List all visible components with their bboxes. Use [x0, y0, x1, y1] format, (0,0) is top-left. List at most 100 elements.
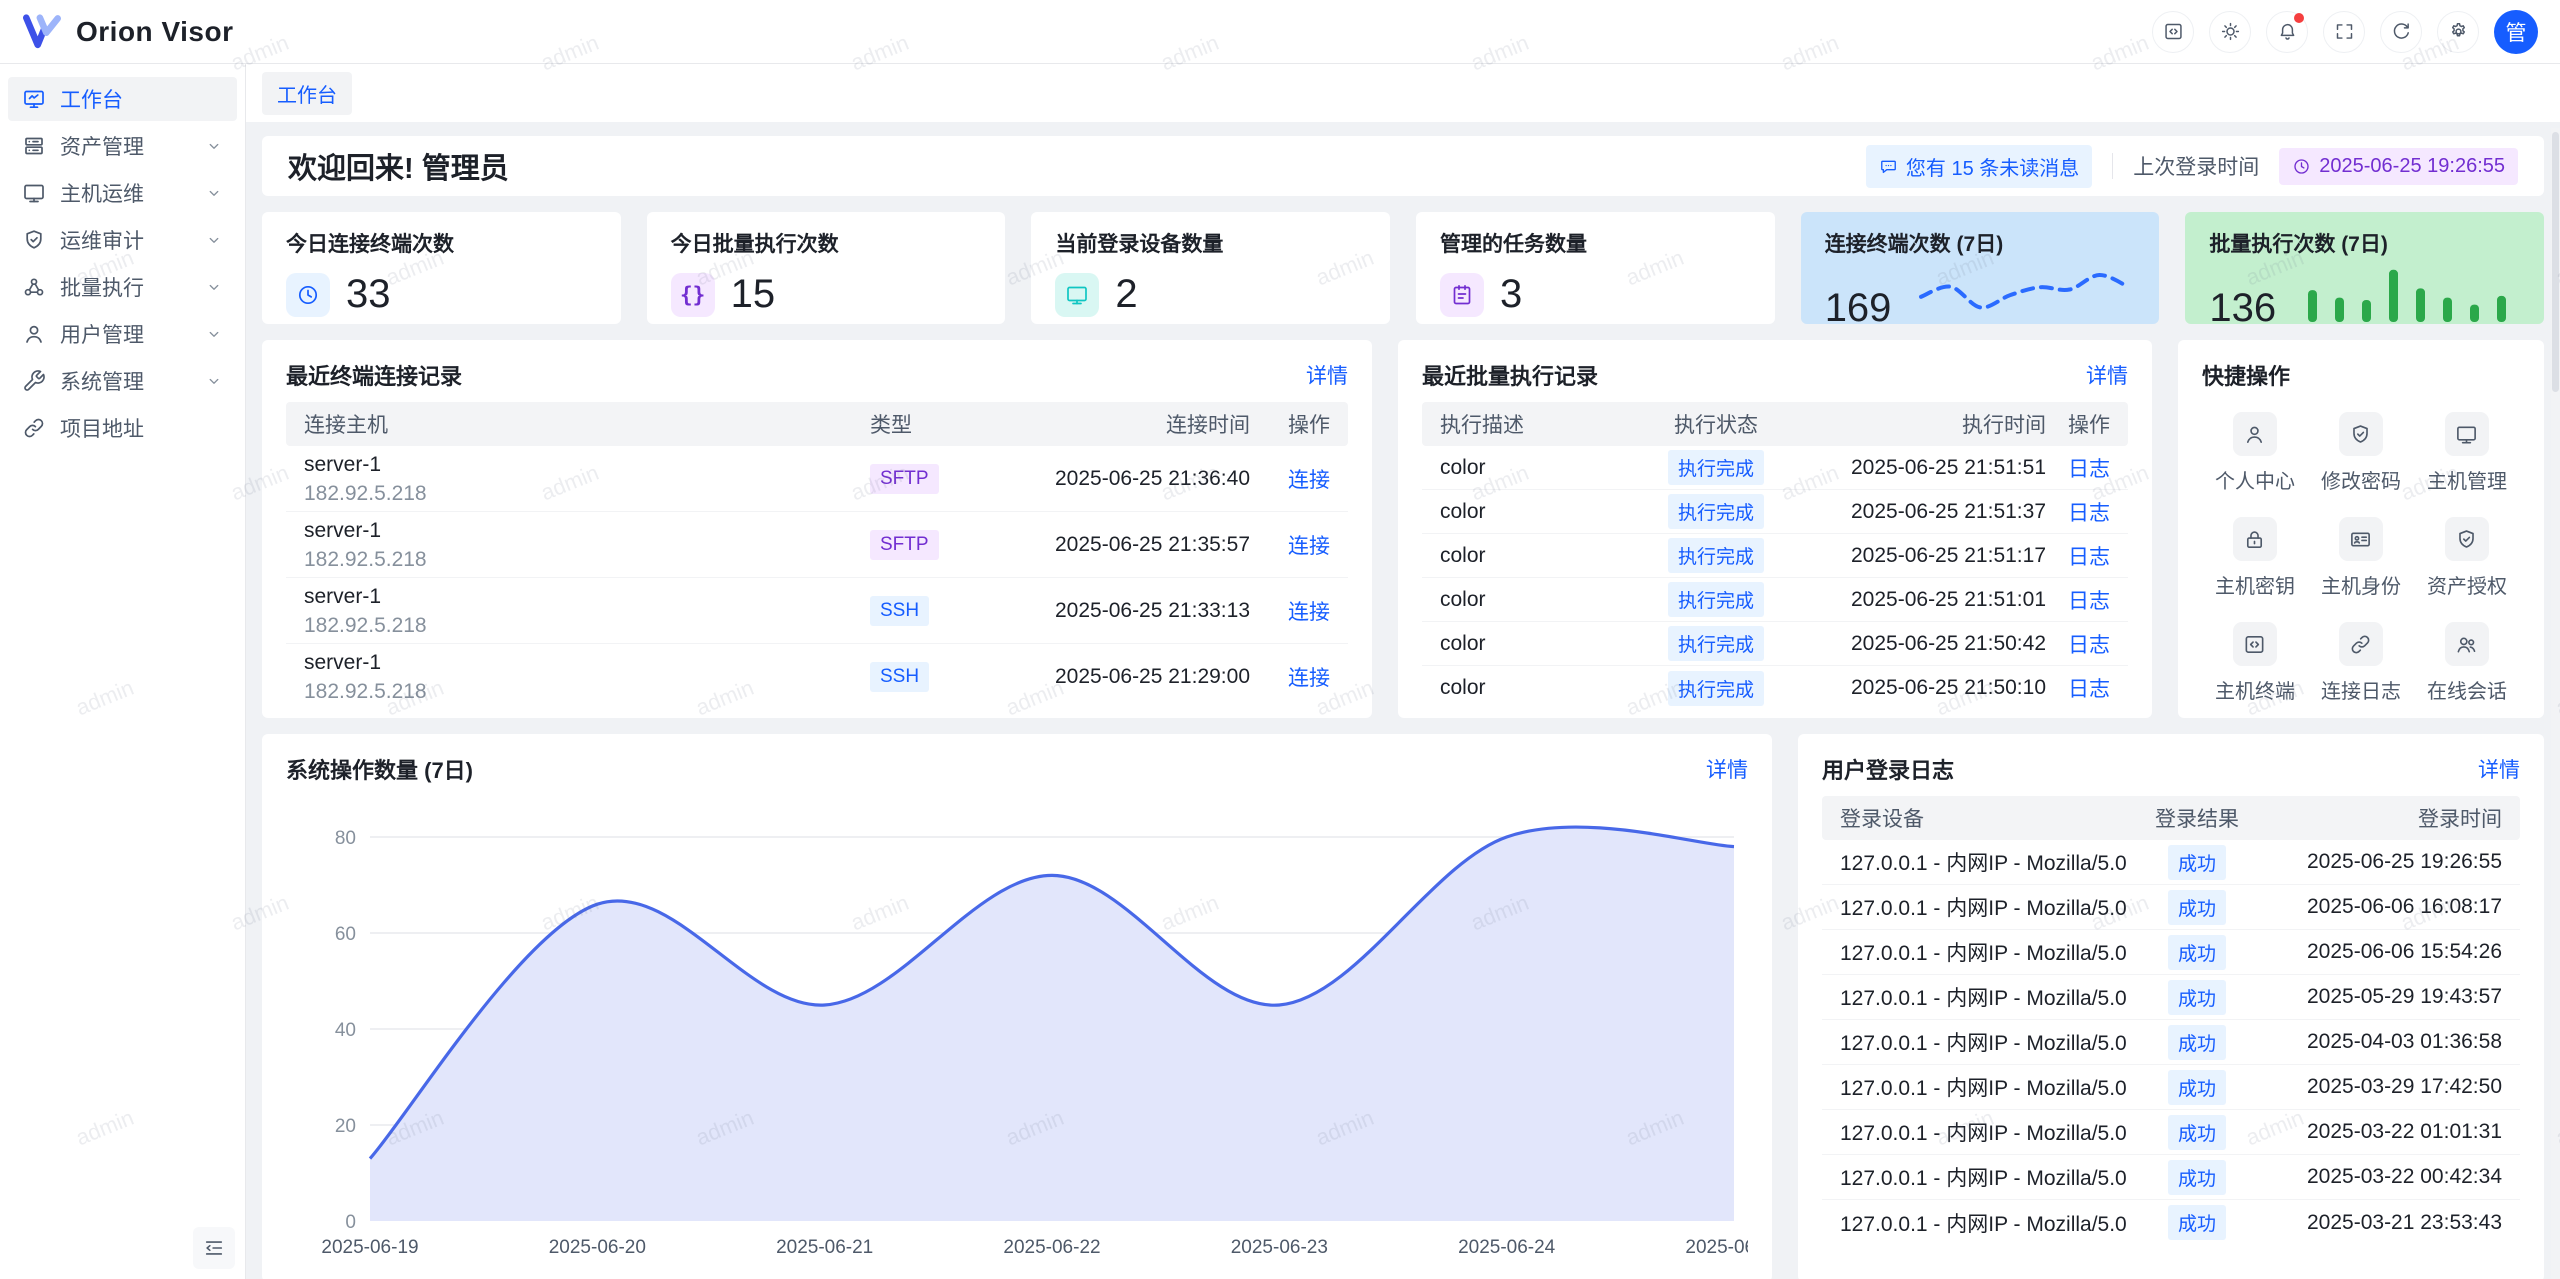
result-cell: 成功 — [2132, 1205, 2262, 1240]
quick-action-label: 连接日志 — [2321, 675, 2401, 704]
connect-link[interactable]: 连接 — [1288, 667, 1330, 690]
device-cell: 127.0.0.1 - 内网IP - Mozilla/5.0 (Windows … — [1840, 1117, 2132, 1147]
time-cell: 2025-06-25 21:50:42 — [1796, 632, 2046, 656]
time-cell: 2025-04-03 01:36:58 — [2262, 1030, 2502, 1054]
sidebar-collapse-button[interactable] — [193, 1227, 235, 1269]
terminal-rows: server-1182.92.5.218SFTP2025-06-25 21:36… — [286, 446, 1348, 710]
table-row: 127.0.0.1 - 内网IP - Mozilla/5.0 (Windows … — [1822, 1155, 2520, 1200]
last-login-time-badge: 2025-06-25 19:26:55 — [2279, 148, 2518, 185]
shield-icon — [2445, 517, 2489, 561]
quick-action-shield[interactable]: 修改密码 — [2308, 412, 2414, 494]
brand: Orion Visor — [22, 12, 233, 52]
status-badge: 执行完成 — [1668, 671, 1764, 706]
stat-card: 今日连接终端次数33 — [262, 212, 621, 324]
table-row: 127.0.0.1 - 内网IP - Mozilla/5.0 (Windows … — [1822, 1065, 2520, 1110]
unread-messages-badge[interactable]: 您有 15 条未读消息 — [1866, 145, 2092, 188]
action-cell: 日志 — [2046, 673, 2110, 703]
chart-details-link[interactable]: 详情 — [1706, 754, 1748, 784]
col-result: 登录结果 — [2132, 803, 2262, 833]
sidebar-item-shield[interactable]: 运维审计 — [8, 218, 237, 262]
terminal-details-link[interactable]: 详情 — [1306, 360, 1348, 390]
quick-action-users[interactable]: 在线会话 — [2414, 622, 2520, 704]
stat-value: 33 — [346, 272, 391, 317]
table-row: color执行完成2025-06-25 21:50:42日志 — [1422, 622, 2128, 666]
orion-visor-logo-icon — [22, 12, 62, 52]
result-badge: 成功 — [2168, 1160, 2226, 1195]
notification-dot — [2294, 13, 2304, 23]
quick-action-shield[interactable]: 资产授权 — [2414, 517, 2520, 599]
assets-icon — [22, 134, 46, 158]
area-chart: 0204060802025-06-192025-06-202025-06-212… — [286, 796, 1748, 1268]
sidebar-item-link[interactable]: 项目地址 — [8, 406, 237, 450]
welcome-title: 欢迎回来! 管理员 — [288, 145, 509, 187]
svg-text:80: 80 — [335, 828, 356, 849]
host-name: server-1 — [304, 648, 870, 677]
svg-text:2025-06-22: 2025-06-22 — [1003, 1237, 1100, 1258]
type-cell: SFTP — [870, 464, 1000, 494]
connect-link[interactable]: 连接 — [1288, 535, 1330, 558]
clock-icon — [2292, 157, 2311, 176]
bar-sparkline — [2300, 264, 2520, 326]
braces-icon: {} — [671, 273, 715, 317]
log-link[interactable]: 日志 — [2068, 546, 2110, 569]
time-cell: 2025-03-22 00:42:34 — [2262, 1165, 2502, 1189]
status-badge: 执行完成 — [1668, 582, 1764, 617]
login-details-link[interactable]: 详情 — [2478, 754, 2520, 784]
sidebar-item-cluster[interactable]: 批量执行 — [8, 265, 237, 309]
quick-action-label: 个人中心 — [2215, 465, 2295, 494]
connect-link[interactable]: 连接 — [1288, 601, 1330, 624]
log-link[interactable]: 日志 — [2068, 458, 2110, 481]
device-cell: 127.0.0.1 - 内网IP - Mozilla/5.0 (Windows … — [1840, 1208, 2132, 1238]
action-cell: 日志 — [2046, 497, 2110, 527]
svg-text:2025-06-21: 2025-06-21 — [776, 1237, 873, 1258]
quick-action-codebox[interactable]: 主机终端 — [2202, 622, 2308, 704]
type-cell: SFTP — [870, 530, 1000, 560]
sidebar-item-monitor[interactable]: 主机运维 — [8, 171, 237, 215]
divider — [2112, 153, 2113, 179]
breadcrumb[interactable]: 工作台 — [262, 72, 352, 115]
users-icon — [2455, 633, 2478, 656]
result-cell: 成功 — [2132, 1115, 2262, 1150]
sun-button[interactable] — [2209, 11, 2251, 53]
log-link[interactable]: 日志 — [2068, 502, 2110, 525]
scrollbar-thumb[interactable] — [2552, 132, 2559, 392]
last-login-time: 2025-06-25 19:26:55 — [2319, 155, 2505, 178]
gear-button[interactable] — [2437, 11, 2479, 53]
exec-details-link[interactable]: 详情 — [2086, 360, 2128, 390]
host-ip: 182.92.5.218 — [304, 677, 870, 706]
quick-action-label: 主机身份 — [2321, 570, 2401, 599]
codebox-button[interactable] — [2152, 11, 2194, 53]
stat-card: 今日批量执行次数{}15 — [647, 212, 1006, 324]
type-cell: SSH — [870, 596, 1000, 626]
sidebar-item-wrench[interactable]: 系统管理 — [8, 359, 237, 403]
sidebar-item-assets[interactable]: 资产管理 — [8, 124, 237, 168]
user-avatar[interactable]: 管 — [2494, 10, 2538, 54]
quick-action-idcard[interactable]: 主机身份 — [2308, 517, 2414, 599]
connect-link[interactable]: 连接 — [1288, 469, 1330, 492]
action-cell: 日志 — [2046, 585, 2110, 615]
chevron-down-icon — [205, 184, 223, 202]
svg-text:60: 60 — [335, 924, 356, 945]
bell-button[interactable] — [2266, 11, 2308, 53]
quick-action-monitor[interactable]: 主机管理 — [2414, 412, 2520, 494]
status-cell: 执行完成 — [1636, 582, 1796, 617]
fullscreen-button[interactable] — [2323, 11, 2365, 53]
scrollbar[interactable] — [2551, 128, 2560, 1279]
status-cell: 执行完成 — [1636, 671, 1796, 706]
refresh-button[interactable] — [2380, 11, 2422, 53]
log-link[interactable]: 日志 — [2068, 678, 2110, 701]
host-ip: 182.92.5.218 — [304, 611, 870, 640]
quick-action-user[interactable]: 个人中心 — [2202, 412, 2308, 494]
time-cell: 2025-03-22 01:01:31 — [2262, 1120, 2502, 1144]
col-time: 登录时间 — [2262, 803, 2502, 833]
sidebar-item-workbench[interactable]: 工作台 — [8, 77, 237, 121]
sidebar-item-user[interactable]: 用户管理 — [8, 312, 237, 356]
quick-action-link[interactable]: 连接日志 — [2308, 622, 2414, 704]
desc-cell: color — [1440, 676, 1636, 700]
log-link[interactable]: 日志 — [2068, 634, 2110, 657]
log-link[interactable]: 日志 — [2068, 590, 2110, 613]
quick-action-lock[interactable]: 主机密钥 — [2202, 517, 2308, 599]
host-ip: 182.92.5.218 — [304, 545, 870, 574]
result-cell: 成功 — [2132, 980, 2262, 1015]
chevron-down-icon — [205, 278, 223, 296]
